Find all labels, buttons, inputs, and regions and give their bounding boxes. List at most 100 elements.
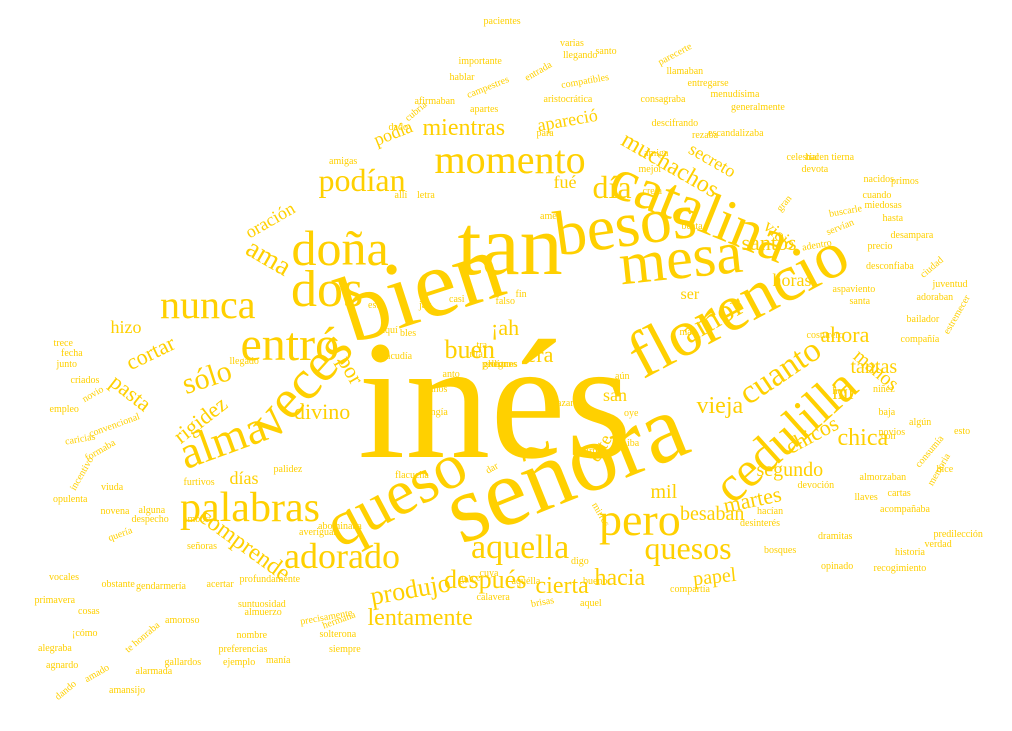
word-cartas: cartas (887, 488, 911, 499)
word-jay: jay (419, 300, 432, 311)
word-santos: santos (741, 230, 797, 255)
word-divino: divino (294, 399, 351, 424)
word-ciudad: ciudad (917, 254, 946, 281)
word-alegraba: alegraba (38, 643, 72, 654)
word-obstante: obstante (101, 579, 135, 590)
word-ninez: niñez (873, 384, 895, 395)
word-despues: después (444, 565, 527, 594)
word-buen: buen (444, 335, 496, 364)
word-siempre: siempre (329, 644, 361, 655)
word-adorado: adorado (284, 536, 400, 576)
word-cortar: cortar (121, 330, 179, 376)
word-criados: criados (70, 375, 100, 386)
word-podian: podían (318, 162, 406, 198)
word-entro: entró (240, 318, 340, 371)
word-pellizcos: pellizcos (482, 359, 518, 370)
word-aristocratica: aristocrática (543, 94, 593, 105)
word-iba: iba (627, 438, 640, 449)
word-mania: manía (266, 655, 291, 666)
word-buscarle: buscarle (827, 203, 863, 220)
word-fingia: fingía (424, 407, 448, 418)
word-bosques: bosques (764, 545, 797, 556)
word-hoy: hoy (832, 386, 848, 397)
word-tan: tan (457, 197, 563, 293)
word-con: con (881, 431, 896, 442)
word-pasta: pasta (104, 368, 156, 417)
word-varias: varias (560, 38, 584, 49)
word-acudia: acudía (386, 351, 413, 362)
word-mientras: mientras (422, 115, 506, 141)
word-gallardos: gallardos (164, 657, 202, 668)
word-san: san (603, 385, 627, 405)
word-como: ¡cómo (72, 628, 98, 639)
word-mil: mil (650, 481, 678, 503)
word-algun: algún (909, 417, 932, 428)
word-dando: dando (53, 678, 79, 703)
word-palidez: palidez (273, 464, 303, 475)
word-agnardo: agnardo (46, 660, 79, 671)
word-era: era (526, 342, 554, 367)
word-historia: historia (895, 547, 925, 558)
word-flacucha: flacucha (395, 470, 429, 481)
word-desinteres: desinterés (740, 518, 780, 529)
word-alarmada: alarmada (135, 666, 173, 677)
word-fin: fin (515, 289, 527, 300)
word-dias: días (229, 468, 259, 488)
word-predileccion: predilección (933, 529, 983, 540)
word-letra: letra (417, 190, 435, 201)
word-dramitas: dramitas (818, 531, 853, 542)
word-amiga: amiga (644, 148, 669, 159)
word-dia: día (592, 169, 632, 205)
word-mal: mal (679, 327, 695, 338)
word-dos: dos (291, 261, 364, 318)
word-amansijo: amansijo (109, 685, 146, 696)
word-hizo: hizo (110, 317, 142, 337)
word-cuya: cuya (479, 568, 499, 579)
word-hacian: hacían (757, 506, 784, 517)
word-rita: rita (469, 349, 483, 360)
word-besaban: besaban (680, 503, 745, 525)
word-abominaba: abominaba (318, 521, 362, 532)
word-hablar: hablar (449, 72, 475, 83)
word-ejemplo: ejemplo (223, 657, 256, 668)
word-bueno: bueno (583, 576, 608, 587)
word-consagraba: consagraba (640, 94, 686, 105)
word-importante: importante (458, 56, 502, 67)
word-desampara: desampara (890, 230, 934, 241)
word-suntuosidad: suntuosidad (238, 599, 286, 610)
word-calavera: calavera (476, 592, 510, 603)
word-senoras: señoras (187, 541, 217, 552)
word-alli: allí (394, 190, 408, 201)
word-ah: ¡ah (491, 315, 520, 340)
word-devota: devota (801, 164, 829, 175)
word-santa: santa (849, 296, 871, 307)
word-esto: esto (954, 426, 971, 437)
word-oracion: oración (241, 197, 299, 243)
word-produjo: produjo (367, 568, 453, 611)
word-santo: santo (595, 46, 617, 57)
word-trece: trece (53, 338, 73, 349)
word-fue: fué (553, 172, 577, 192)
word-tra: tra (476, 340, 488, 351)
word-cierta: cierta (535, 573, 589, 599)
word-dona: doña (291, 220, 389, 276)
word-hacia: hacia (594, 565, 646, 591)
word-opulenta: opulenta (53, 494, 88, 505)
word-llegando: llegando (563, 50, 598, 61)
word-entrada: entrada (522, 59, 554, 84)
word-llegado: llegado (229, 356, 259, 367)
word-hacen-tierna: hacen tierna (805, 152, 855, 163)
word-menudisima: menudísima (710, 89, 760, 100)
word-pero: pero (599, 494, 681, 545)
word-miedosas: miedosas (864, 200, 902, 211)
word-verdad: verdad (924, 539, 952, 550)
word-nacidos: nacidos (863, 174, 895, 185)
word-queria: quería (106, 525, 134, 544)
word-novio: novio (80, 384, 106, 406)
word-profundamente: profundamente (239, 574, 301, 585)
word-anto: anto (442, 369, 460, 380)
word-momento: momento (434, 137, 586, 182)
word-recogimiento: recogimiento (873, 563, 927, 574)
word-novios: novios (878, 427, 906, 438)
word-acompanaba: acompañaba (880, 504, 930, 515)
